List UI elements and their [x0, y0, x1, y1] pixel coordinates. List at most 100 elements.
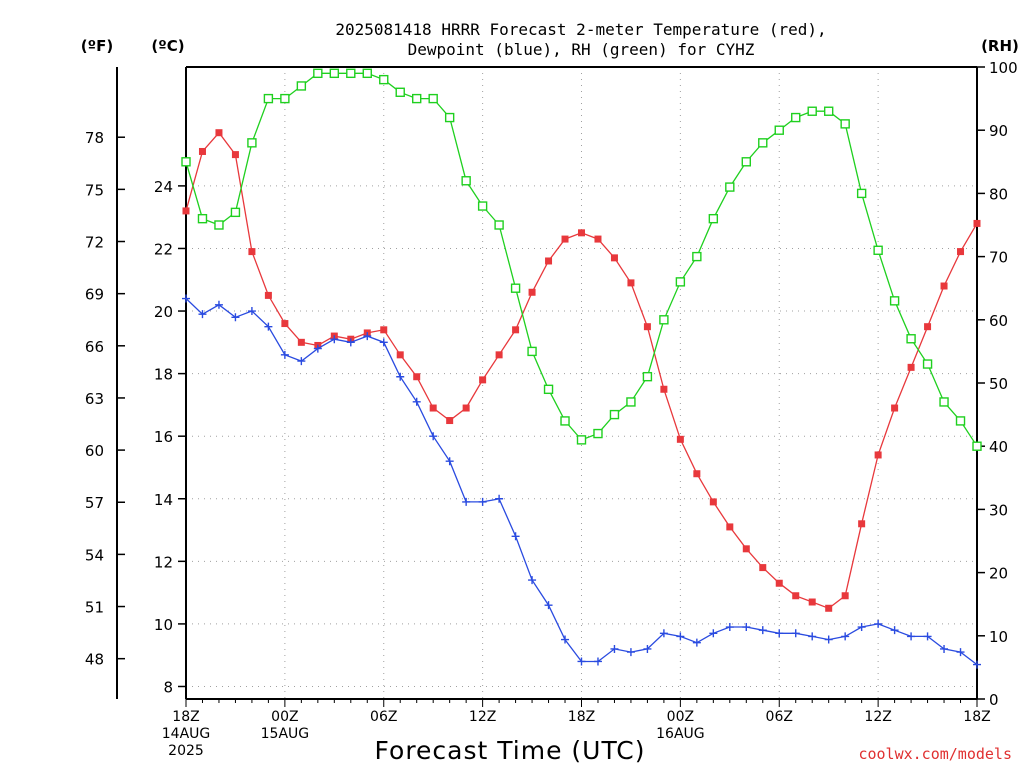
temperature-point-18	[479, 376, 487, 384]
dewpoint-point-12	[379, 338, 388, 347]
x-tick-label-6-1: 15AUG	[261, 726, 310, 742]
dewpoint-point-25	[593, 657, 602, 666]
dewpoint-point-38	[808, 632, 817, 641]
dewpoint-point-20	[511, 532, 520, 541]
dewpoint-point-37	[791, 629, 800, 638]
rh-point-38	[807, 106, 817, 116]
rh-point-29	[659, 315, 669, 325]
temperature-point-48	[973, 219, 981, 227]
rh-point-5	[263, 93, 274, 104]
temperature-point-29	[660, 385, 668, 393]
rh-point-0	[181, 157, 191, 167]
axes	[116, 66, 985, 707]
dewpoint-point-24	[577, 657, 586, 666]
rh-tick-label-0: 0	[989, 691, 999, 709]
rh-tick-label-60: 60	[989, 312, 1008, 330]
temperature-point-43	[891, 404, 899, 412]
temperature-point-12	[380, 326, 388, 334]
temperature-point-31	[693, 470, 701, 478]
fahrenheit-tick-label-60: 60	[85, 442, 104, 460]
dewpoint-point-44	[907, 632, 916, 641]
dewpoint-point-41	[857, 623, 866, 632]
dewpoint-point-46	[940, 644, 949, 653]
x-tick-label-24-0: 18Z	[568, 709, 595, 725]
rh-point-44	[906, 334, 916, 344]
temperature-point-36	[775, 579, 783, 587]
data-series	[181, 68, 982, 669]
rh-point-10	[346, 68, 356, 79]
x-tick-label-36-0: 06Z	[766, 709, 793, 725]
rh-point-34	[741, 157, 751, 167]
rh-point-48	[972, 441, 982, 451]
temperature-point-26	[610, 254, 618, 262]
rh-point-36	[774, 125, 784, 135]
dewpoint-point-8	[313, 344, 322, 353]
temperature-point-5	[264, 291, 272, 299]
temperature-point-22	[545, 257, 553, 265]
rh-point-31	[692, 251, 702, 262]
rh-point-35	[758, 138, 768, 148]
celsius-tick-label-14: 14	[154, 491, 173, 509]
x-tick-label-0-0: 18Z	[172, 709, 199, 725]
temperature-point-24	[578, 229, 585, 237]
rh-point-30	[675, 277, 686, 287]
dewpoint-point-32	[709, 629, 718, 638]
rh-tick-label-40: 40	[989, 438, 1008, 456]
celsius-tick-label-10: 10	[154, 616, 173, 634]
celsius-tick-label-16: 16	[154, 428, 173, 446]
rh-point-3	[230, 207, 241, 218]
dewpoint-point-17	[462, 497, 471, 506]
temperature-point-47	[957, 248, 965, 256]
celsius-tick-label-18: 18	[154, 366, 173, 384]
temperature-point-7	[297, 338, 305, 346]
temperature-point-19	[495, 351, 503, 359]
temperature-point-30	[676, 435, 684, 443]
fahrenheit-unit-label: (ºF)	[81, 37, 113, 55]
tick-labels: 8 10 12 14 16 18 20 22 24 48 51 54 57 60 63 66 69 72 75 78 0…	[85, 59, 1018, 759]
rh-point-17	[461, 176, 471, 186]
rh-point-13	[395, 87, 405, 97]
dewpoint-point-30	[676, 632, 685, 641]
credit-link[interactable]: coolwx.com/models	[858, 745, 1012, 763]
celsius-unit-label: (ºC)	[151, 37, 184, 55]
temperature-point-13	[396, 351, 404, 359]
temperature-line	[185, 131, 978, 610]
rh-point-14	[412, 93, 422, 104]
temperature-point-4	[248, 248, 256, 256]
dewpoint-point-3	[231, 313, 240, 322]
dewpoint-point-13	[396, 372, 405, 381]
rh-point-16	[444, 112, 455, 123]
grid-lines	[186, 67, 977, 699]
dewpoint-point-1	[198, 310, 207, 319]
celsius-tick-label-20: 20	[154, 303, 173, 321]
rh-point-7	[296, 81, 307, 91]
rh-point-6	[280, 93, 290, 104]
rh-point-46	[939, 397, 949, 407]
dewpoint-point-15	[429, 432, 438, 441]
dewpoint-point-21	[528, 576, 537, 585]
temperature-point-41	[858, 520, 866, 528]
dewpoint-point-16	[445, 457, 454, 466]
temperature-point-27	[627, 279, 635, 287]
fahrenheit-tick-label-66: 66	[85, 338, 104, 356]
temperature-point-40	[841, 592, 849, 600]
x-tick-label-30-1: 16AUG	[656, 726, 705, 742]
rh-point-24	[576, 435, 587, 445]
temperature-point-44	[907, 363, 915, 371]
rh-point-11	[362, 68, 372, 79]
temperature-point-15	[429, 404, 437, 412]
rh-point-43	[889, 296, 900, 306]
dewpoint-point-4	[247, 307, 256, 316]
rh-point-25	[593, 428, 603, 439]
dewpoint-point-14	[412, 397, 421, 406]
rh-point-26	[609, 409, 620, 420]
dewpoint-point-35	[758, 626, 767, 635]
fahrenheit-tick-label-48: 48	[85, 651, 104, 669]
temperature-point-1	[198, 147, 206, 155]
celsius-tick-label-12: 12	[154, 553, 173, 571]
temperature-point-46	[940, 282, 948, 290]
fahrenheit-tick-label-51: 51	[85, 599, 104, 617]
rh-point-2	[214, 220, 224, 230]
rh-tick-label-70: 70	[989, 249, 1008, 267]
dewpoint-point-6	[280, 350, 289, 359]
